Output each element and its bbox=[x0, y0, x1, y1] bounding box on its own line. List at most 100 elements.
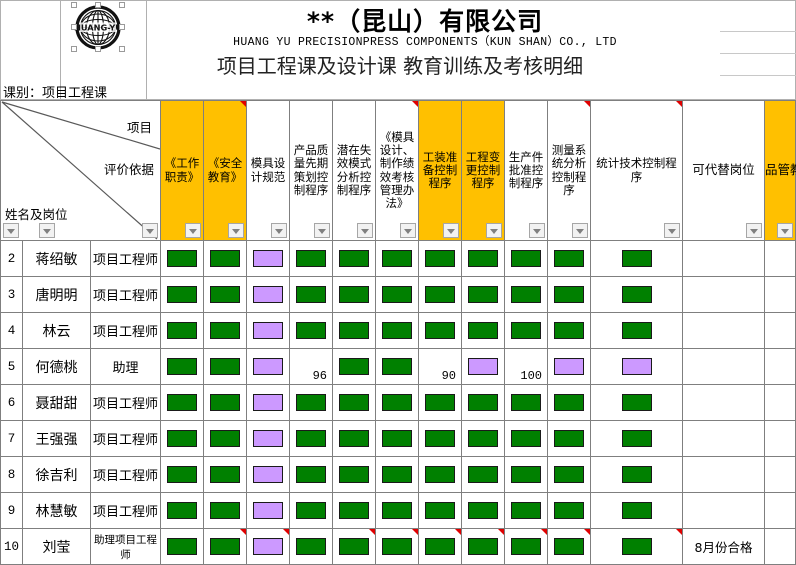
status-cell[interactable] bbox=[590, 276, 684, 313]
status-cell[interactable] bbox=[504, 240, 549, 277]
status-cell[interactable] bbox=[375, 276, 420, 313]
table-row[interactable]: 4 林云 项目工程师 bbox=[0, 312, 796, 349]
status-cell[interactable] bbox=[203, 312, 248, 349]
status-cell[interactable] bbox=[375, 348, 420, 385]
status-cell[interactable] bbox=[203, 492, 248, 529]
status-cell[interactable] bbox=[375, 420, 420, 457]
status-cell[interactable] bbox=[590, 420, 684, 457]
status-cell[interactable] bbox=[375, 528, 420, 565]
status-cell[interactable] bbox=[246, 492, 291, 529]
status-cell[interactable] bbox=[203, 276, 248, 313]
status-cell[interactable] bbox=[332, 348, 377, 385]
status-cell[interactable] bbox=[682, 492, 766, 529]
status-cell[interactable] bbox=[590, 384, 684, 421]
status-cell[interactable] bbox=[160, 348, 205, 385]
status-cell[interactable] bbox=[160, 312, 205, 349]
filter-dropdown-icon[interactable] bbox=[486, 223, 503, 238]
filter-dropdown-icon[interactable] bbox=[185, 223, 202, 238]
status-cell[interactable] bbox=[246, 420, 291, 457]
status-cell[interactable] bbox=[332, 420, 377, 457]
status-cell[interactable] bbox=[375, 456, 420, 493]
status-cell[interactable] bbox=[461, 420, 506, 457]
status-cell[interactable] bbox=[682, 384, 766, 421]
status-cell[interactable] bbox=[764, 240, 796, 277]
status-cell[interactable] bbox=[418, 276, 463, 313]
status-cell[interactable] bbox=[504, 384, 549, 421]
status-cell[interactable] bbox=[160, 384, 205, 421]
status-cell[interactable] bbox=[461, 312, 506, 349]
table-row[interactable]: 6 聂甜甜 项目工程师 bbox=[0, 384, 796, 421]
filter-dropdown-name[interactable] bbox=[39, 223, 55, 238]
status-cell[interactable] bbox=[764, 276, 796, 313]
status-cell[interactable] bbox=[203, 456, 248, 493]
selection-handle[interactable] bbox=[119, 2, 125, 8]
filter-dropdown-icon[interactable] bbox=[443, 223, 460, 238]
status-cell[interactable] bbox=[547, 312, 592, 349]
status-cell[interactable] bbox=[764, 312, 796, 349]
status-cell[interactable] bbox=[246, 348, 291, 385]
status-cell[interactable] bbox=[682, 348, 766, 385]
status-cell[interactable] bbox=[418, 312, 463, 349]
table-row[interactable]: 2 蒋绍敏 项目工程师 bbox=[0, 240, 796, 277]
status-cell[interactable] bbox=[332, 276, 377, 313]
status-cell[interactable] bbox=[504, 528, 549, 565]
status-cell[interactable] bbox=[418, 240, 463, 277]
table-row[interactable]: 10 刘莹 助理项目工程师 8月份合格 bbox=[0, 528, 796, 565]
table-row[interactable]: 9 林慧敏 项目工程师 bbox=[0, 492, 796, 529]
status-cell[interactable] bbox=[764, 492, 796, 529]
filter-dropdown-icon[interactable] bbox=[314, 223, 331, 238]
status-cell[interactable] bbox=[289, 312, 334, 349]
status-cell[interactable] bbox=[289, 528, 334, 565]
status-cell[interactable] bbox=[246, 528, 291, 565]
status-cell[interactable] bbox=[418, 492, 463, 529]
status-cell[interactable] bbox=[590, 348, 684, 385]
status-cell[interactable] bbox=[289, 492, 334, 529]
status-cell[interactable] bbox=[547, 492, 592, 529]
status-cell[interactable] bbox=[682, 420, 766, 457]
filter-dropdown-icon[interactable] bbox=[400, 223, 417, 238]
filter-dropdown-icon[interactable] bbox=[357, 223, 374, 238]
status-cell[interactable] bbox=[590, 456, 684, 493]
status-cell[interactable] bbox=[504, 312, 549, 349]
status-cell[interactable] bbox=[504, 456, 549, 493]
status-cell[interactable] bbox=[332, 456, 377, 493]
status-cell[interactable] bbox=[246, 276, 291, 313]
status-cell[interactable] bbox=[375, 492, 420, 529]
status-cell[interactable] bbox=[160, 276, 205, 313]
status-cell[interactable] bbox=[160, 528, 205, 565]
selection-handle[interactable] bbox=[95, 2, 101, 8]
status-cell[interactable] bbox=[461, 240, 506, 277]
selection-handle[interactable] bbox=[119, 46, 125, 52]
table-row[interactable]: 3 唐明明 项目工程师 bbox=[0, 276, 796, 313]
status-cell[interactable] bbox=[547, 240, 592, 277]
table-row[interactable]: 8 徐吉利 项目工程师 bbox=[0, 456, 796, 493]
selection-handle[interactable] bbox=[71, 2, 77, 8]
status-cell[interactable] bbox=[461, 528, 506, 565]
company-logo[interactable]: HUANG-YU bbox=[60, 2, 146, 52]
status-cell[interactable] bbox=[547, 420, 592, 457]
status-cell[interactable] bbox=[547, 456, 592, 493]
status-cell[interactable] bbox=[289, 456, 334, 493]
selection-handle[interactable] bbox=[71, 46, 77, 52]
status-cell[interactable] bbox=[547, 528, 592, 565]
status-cell[interactable] bbox=[375, 312, 420, 349]
status-cell[interactable] bbox=[461, 276, 506, 313]
status-cell[interactable] bbox=[160, 492, 205, 529]
status-cell[interactable] bbox=[332, 492, 377, 529]
status-cell[interactable] bbox=[246, 456, 291, 493]
status-cell[interactable] bbox=[332, 528, 377, 565]
status-cell[interactable] bbox=[764, 384, 796, 421]
status-cell[interactable] bbox=[590, 528, 684, 565]
status-cell[interactable] bbox=[289, 276, 334, 313]
status-cell[interactable]: 100 bbox=[504, 348, 549, 385]
status-cell[interactable] bbox=[332, 312, 377, 349]
status-cell[interactable] bbox=[332, 384, 377, 421]
status-cell[interactable] bbox=[590, 240, 684, 277]
status-cell[interactable] bbox=[289, 384, 334, 421]
status-cell[interactable] bbox=[203, 420, 248, 457]
status-cell[interactable] bbox=[764, 420, 796, 457]
status-cell[interactable] bbox=[682, 276, 766, 313]
filter-dropdown-icon[interactable] bbox=[228, 223, 245, 238]
selection-handle[interactable] bbox=[95, 46, 101, 52]
filter-dropdown-icon[interactable] bbox=[777, 223, 793, 238]
